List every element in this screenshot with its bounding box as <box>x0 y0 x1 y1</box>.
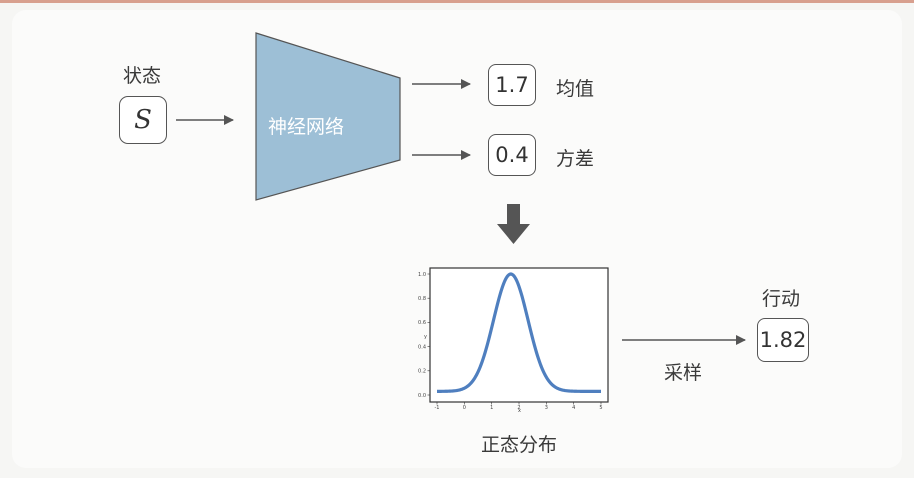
down-arrow-icon <box>497 204 530 244</box>
state-symbol: S <box>134 105 152 135</box>
neural-network-label: 神经网络 <box>268 112 344 139</box>
x-tick-label: 5 <box>599 405 602 411</box>
action-value: 1.82 <box>760 328 807 352</box>
distribution-label: 正态分布 <box>481 430 557 457</box>
x-tick-label: 1 <box>490 405 493 411</box>
y-axis-label: y <box>424 334 427 340</box>
y-tick-label: 0.0 <box>418 393 426 399</box>
x-tick-label: 3 <box>545 405 548 411</box>
variance-value: 0.4 <box>495 143 528 167</box>
y-tick-label: 0.4 <box>418 344 426 350</box>
action-label: 行动 <box>762 284 800 311</box>
x-tick-label: 0 <box>463 405 466 411</box>
x-axis-label: x <box>518 408 521 414</box>
mean-value-box: 1.7 <box>488 64 536 106</box>
y-tick-label: 0.8 <box>418 296 426 302</box>
y-tick-label: 0.2 <box>418 369 426 375</box>
x-tick-label: -1 <box>435 405 440 411</box>
state-box: S <box>119 96 167 144</box>
mean-value: 1.7 <box>495 73 528 97</box>
mean-label: 均值 <box>556 74 594 101</box>
x-tick-label: 4 <box>572 405 575 411</box>
y-tick-label: 0.6 <box>418 320 426 326</box>
y-tick-label: 1.0 <box>418 272 426 278</box>
variance-label: 方差 <box>556 144 594 171</box>
state-label: 状态 <box>123 61 161 88</box>
action-value-box: 1.82 <box>757 318 809 362</box>
sampling-label: 采样 <box>664 358 702 385</box>
variance-value-box: 0.4 <box>488 134 536 176</box>
